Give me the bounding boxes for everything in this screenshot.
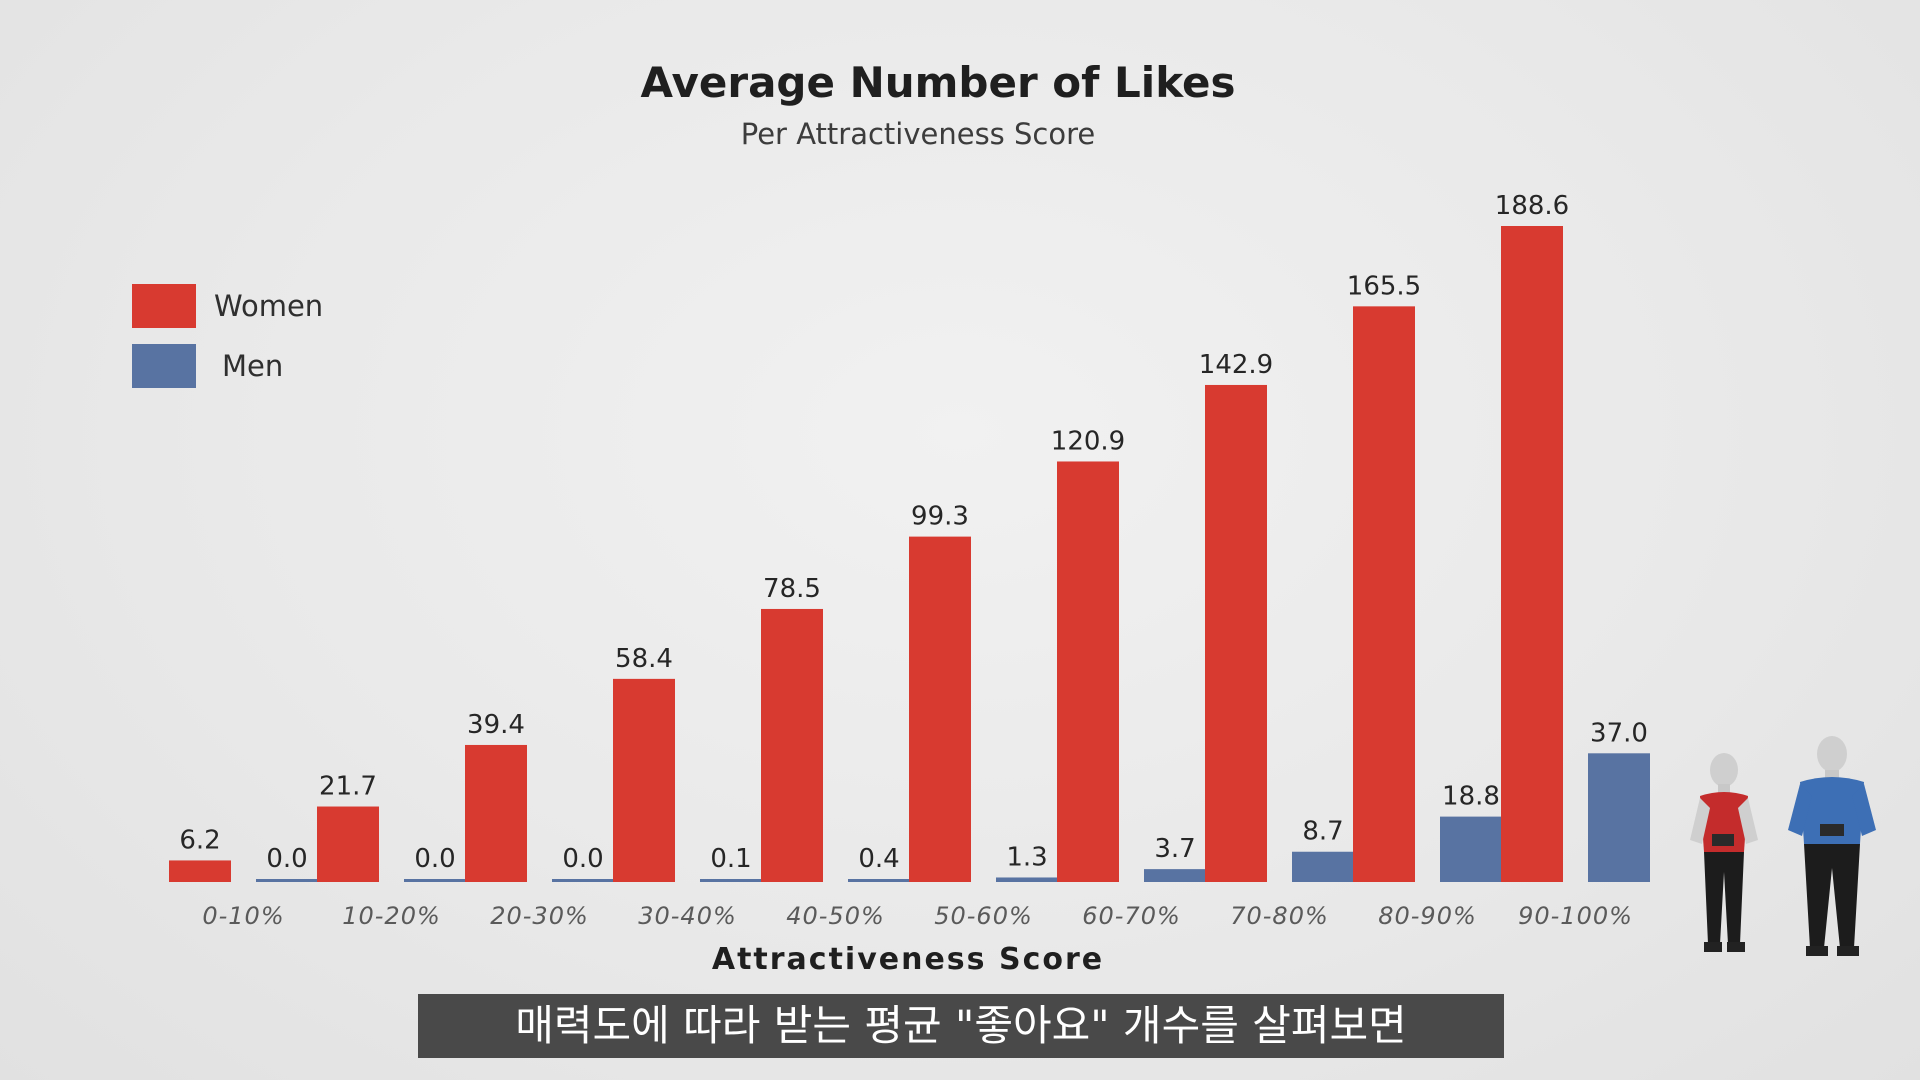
bar-men-0: [256, 879, 318, 882]
legend-swatch-men: [132, 344, 196, 388]
bar-men-7: [1292, 851, 1354, 882]
bars-group: 6.2 0.0 0-10% 21.7 0.0 10-20% 39.4 0.0 20-30% 58.…: [169, 191, 1650, 930]
legend-item-women: Women: [132, 283, 323, 329]
x-tick-label-0: 0-10%: [202, 902, 284, 930]
woman-figure-icon: [1690, 753, 1758, 952]
bar-women-2: [465, 744, 527, 882]
data-label-men-8: 18.8: [1442, 782, 1500, 812]
data-label-men-5: 1.3: [1006, 842, 1047, 872]
legend-swatch-women: [132, 284, 196, 328]
bar-women-7: [1205, 384, 1267, 882]
data-label-women-8: 165.5: [1347, 271, 1421, 301]
data-label-men-4: 0.4: [858, 844, 899, 874]
data-label-men-7: 8.7: [1302, 817, 1343, 847]
x-tick-label-2: 20-30%: [490, 902, 589, 930]
legend-item-men: Men: [132, 343, 323, 389]
data-label-men-2: 0.0: [562, 844, 603, 874]
data-label-women-0: 6.2: [179, 825, 220, 855]
bar-men-4: [848, 879, 910, 882]
x-tick-label-8: 80-90%: [1378, 902, 1477, 930]
x-tick-label-7: 70-80%: [1230, 902, 1329, 930]
bar-men-8: [1440, 816, 1502, 882]
subtitle-caption: 매력도에 따라 받는 평균 "좋아요" 개수를 살펴보면: [418, 994, 1504, 1058]
data-label-men-6: 3.7: [1154, 834, 1195, 864]
data-label-women-9: 188.6: [1495, 191, 1569, 221]
legend-label-men: Men: [222, 349, 284, 383]
bar-men-6: [1144, 869, 1206, 882]
bar-men-1: [404, 879, 466, 882]
bar-women-5: [909, 536, 971, 882]
chart-subtitle: Per Attractiveness Score: [740, 117, 1096, 151]
data-label-women-1: 21.7: [319, 772, 377, 802]
bar-women-0: [169, 860, 231, 882]
chart-legend: Women Men: [132, 283, 323, 403]
man-figure-icon: [1788, 736, 1876, 956]
bar-men-5: [996, 877, 1058, 882]
bar-women-6: [1057, 461, 1119, 882]
data-label-women-3: 58.4: [615, 644, 673, 674]
x-tick-label-5: 50-60%: [934, 902, 1033, 930]
bar-women-8: [1353, 306, 1415, 882]
x-tick-label-1: 10-20%: [342, 902, 441, 930]
bar-men-9: [1588, 753, 1650, 882]
x-tick-label-9: 90-100%: [1518, 902, 1633, 930]
data-label-men-0: 0.0: [266, 844, 307, 874]
legend-label-women: Women: [214, 289, 324, 323]
data-label-men-1: 0.0: [414, 844, 455, 874]
bar-men-2: [552, 879, 614, 882]
data-label-women-2: 39.4: [467, 710, 525, 740]
x-axis-label: Attractiveness Score: [711, 942, 1105, 977]
chart-title: Average Number of Likes: [640, 58, 1236, 107]
data-label-women-5: 99.3: [911, 502, 969, 532]
x-tick-label-4: 40-50%: [786, 902, 885, 930]
data-label-men-9: 37.0: [1590, 718, 1648, 748]
data-label-women-6: 120.9: [1051, 426, 1125, 456]
data-label-women-7: 142.9: [1199, 350, 1273, 380]
data-label-men-3: 0.1: [710, 844, 751, 874]
bar-women-4: [761, 608, 823, 882]
bar-women-9: [1501, 226, 1563, 882]
bar-women-1: [317, 806, 379, 882]
x-tick-label-3: 30-40%: [638, 902, 737, 930]
bar-women-3: [613, 678, 675, 882]
bar-men-3: [700, 879, 762, 882]
x-tick-label-6: 60-70%: [1082, 902, 1181, 930]
data-label-women-4: 78.5: [763, 574, 821, 604]
